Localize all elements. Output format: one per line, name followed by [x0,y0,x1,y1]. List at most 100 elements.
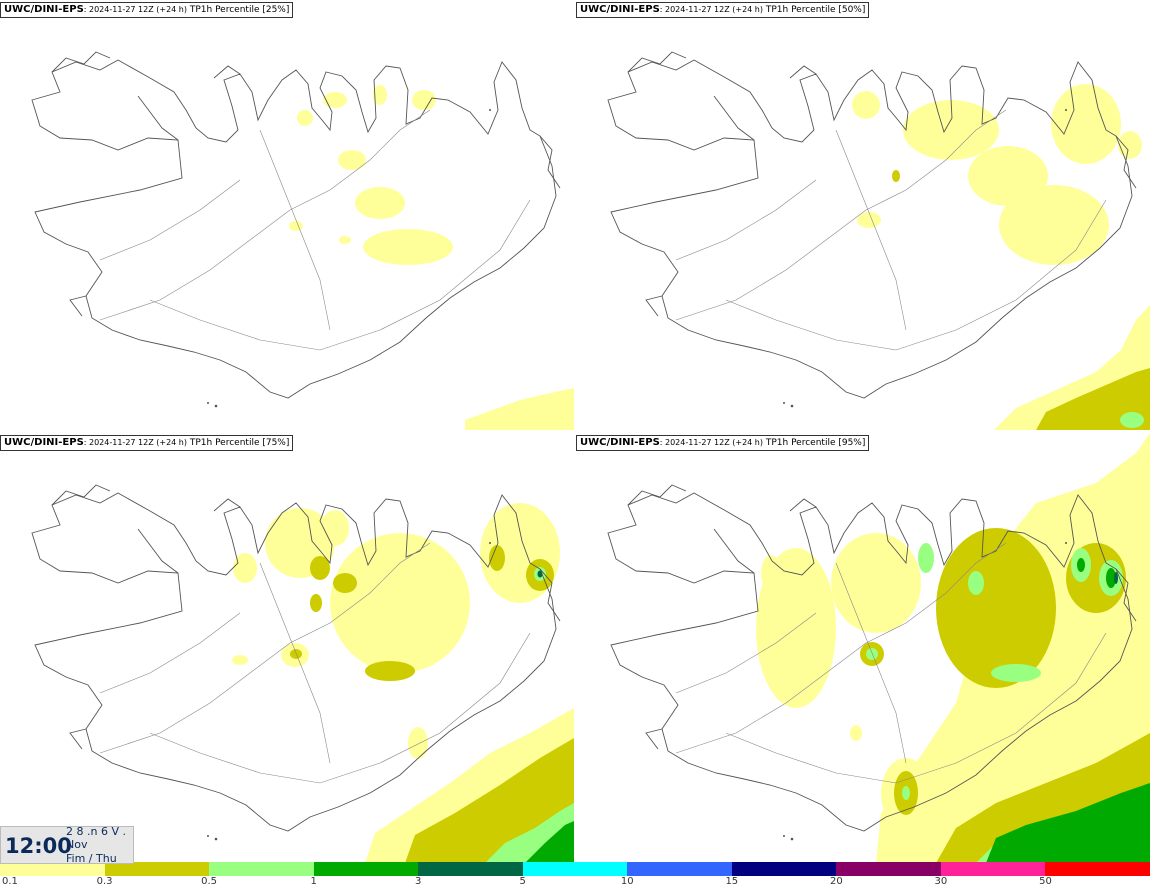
legend-swatch [418,862,523,876]
precip-area-green [1120,412,1144,428]
panel-run: : 2024-11-27 12Z (+24 h) [659,5,763,14]
islands [783,542,1067,841]
precip-areas [852,84,1150,430]
precip-area-dark-green [1114,572,1118,584]
islands [207,109,491,408]
precip-area-yellow [903,100,999,160]
legend-swatch [627,862,732,876]
legend-label: 10 [620,876,634,887]
iceland-outline [607,51,1137,399]
iceland-outline [31,484,561,832]
legend-swatch [522,862,628,876]
map-panel-p95: UWC/DINI-EPS: 2024-11-27 12Z (+24 h) TP1… [576,433,1150,863]
panel-param: TP1h Percentile [75%] [189,438,290,448]
panel-source: UWC/DINI-EPS [580,4,660,15]
legend-label: 0.3 [96,876,113,887]
precip-areas [232,503,574,863]
legend-label: 15 [725,876,739,887]
precip-area-yellow [289,221,303,231]
roads [99,542,531,784]
precip-area-olive [310,594,322,612]
valid-weekday: Fim / Thu [66,852,117,865]
precip-areas [756,433,1150,863]
legend-label: 1 [310,876,317,887]
precip-area-yellow [232,655,248,665]
precip-area-yellow [999,185,1109,265]
precip-area-yellow [339,236,351,244]
panel-title: UWC/DINI-EPS: 2024-11-27 12Z (+24 h) TP1… [576,435,870,451]
precip-area-olive [892,170,900,182]
islands [207,542,491,841]
precip-areas [289,85,574,430]
precip-area-yellow [323,92,347,108]
precip-area-yellow [761,555,781,591]
precip-area-yellow [850,725,862,741]
precip-area-olive [365,661,415,681]
legend-label: 50 [1039,876,1052,887]
roads [675,109,1107,351]
panel-title: UWC/DINI-EPS: 2024-11-27 12Z (+24 h) TP1… [576,2,870,18]
map-canvas [31,51,574,430]
precip-area-yellow [465,388,574,430]
legend-swatch [940,862,1046,876]
precip-area-yellow [321,510,349,546]
precip-area-green [918,543,934,573]
precip-area-yellow [1064,120,1088,150]
precip-area-green [866,648,878,660]
precip-area-yellow [373,85,387,105]
legend-label: 3 [414,876,422,887]
map-panel-p75: UWC/DINI-EPS: 2024-11-27 12Z (+24 h) TP1… [0,433,574,863]
precip-area-green [1106,568,1116,588]
color-legend-bar [0,862,1150,876]
precip-area-yellow [297,110,313,126]
map-panel-p50: UWC/DINI-EPS: 2024-11-27 12Z (+24 h) TP1… [576,0,1150,430]
valid-day: 2 8 .n 6 V . [66,825,126,838]
precip-area-yellow [363,229,453,265]
precip-area-yellow [355,187,405,219]
legend-swatch [1045,862,1150,876]
roads [675,542,1107,784]
legend-swatch [313,862,419,876]
panel-param: TP1h Percentile [95%] [765,438,866,448]
legend-label: 0.1 [2,876,18,887]
precip-area-olive [310,556,330,580]
valid-time-box: 12:00 2 8 .n 6 V . Nov Fim / Thu [0,825,134,865]
legend-label: 5 [519,876,526,887]
precip-area-yellow [831,533,921,633]
precip-area-yellow [330,533,470,673]
precip-area-green [991,664,1041,682]
color-legend-labels: 0.1 0.3 0.5 1 3 5 10 15 20 30 50 [0,876,1150,891]
panel-run: : 2024-11-27 12Z (+24 h) [83,438,187,447]
panel-source: UWC/DINI-EPS [4,437,84,448]
islands [783,109,1067,408]
precip-area-yellow [968,146,1048,206]
map-canvas [607,433,1150,863]
precip-area-green [1077,558,1085,572]
valid-time: 12:00 [5,834,72,858]
roads [99,109,531,351]
legend-swatch [104,862,210,876]
precip-area-yellow [1118,131,1142,159]
legend-label: 0.5 [201,876,218,887]
precip-area-olive [333,573,357,593]
panel-param: TP1h Percentile [50%] [765,5,866,15]
precip-area-green [902,786,910,800]
precip-area-olive [290,649,302,659]
precip-area-yellow [412,90,436,110]
panel-run: : 2024-11-27 12Z (+24 h) [83,5,187,14]
legend-swatch [836,862,941,876]
map-panel-p25: UWC/DINI-EPS: 2024-11-27 12Z (+24 h) TP1… [0,0,574,430]
precip-area-yellow [338,150,366,170]
map-canvas [607,51,1150,430]
panel-title: UWC/DINI-EPS: 2024-11-27 12Z (+24 h) TP1… [0,435,294,451]
precip-area-olive [489,545,505,571]
precip-area-green [968,571,984,595]
panel-source: UWC/DINI-EPS [4,4,84,15]
precip-area-olive [1036,368,1150,430]
precip-area-yellow [408,727,428,759]
valid-month: Nov [66,838,88,851]
panel-title: UWC/DINI-EPS: 2024-11-27 12Z (+24 h) TP1… [0,2,294,18]
precip-area-green [986,783,1150,863]
legend-swatch [731,862,837,876]
precip-area-yellow [857,212,881,228]
